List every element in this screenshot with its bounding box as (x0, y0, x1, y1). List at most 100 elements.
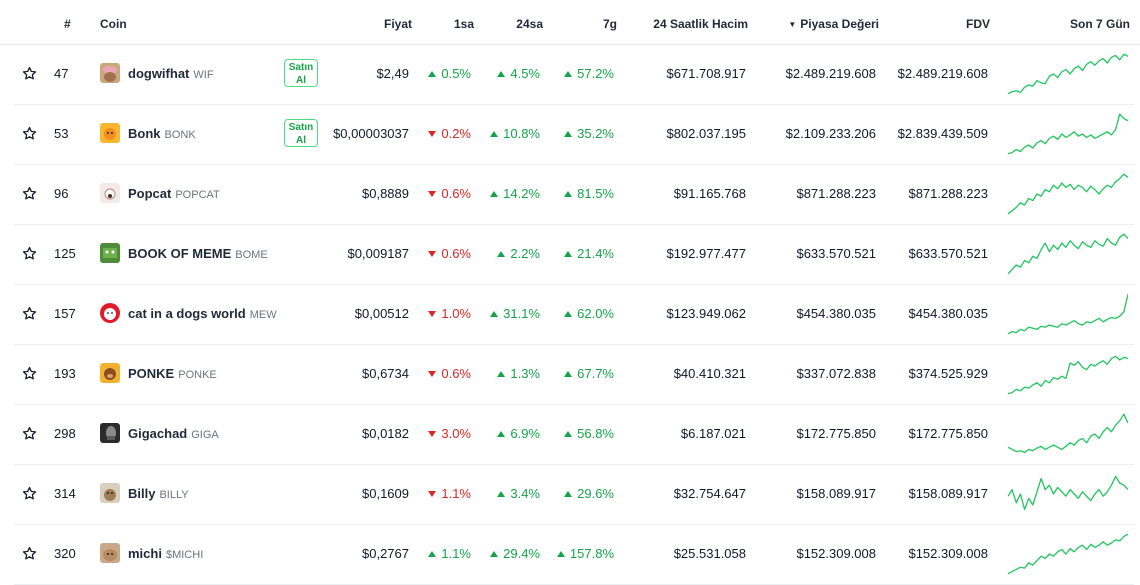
header-fdv[interactable]: FDV (966, 17, 990, 31)
table-header: # Coin Fiyat 1sa 24sa 7g 24 Saatlik Haci… (0, 0, 1140, 45)
popcat-logo-icon (100, 183, 120, 203)
header-24h[interactable]: 24sa (516, 17, 543, 31)
coin-name-link[interactable]: Gigachad GIGA (128, 404, 219, 464)
fdv-value: $374.525.929 (908, 366, 988, 381)
favorite-star-icon[interactable] (22, 224, 38, 284)
coin-name: michi (128, 546, 162, 561)
dogwifhat-logo-icon (100, 63, 120, 83)
header-market-cap[interactable]: ▼ Piyasa Değeri (788, 17, 879, 31)
change-1h: 1.1% (428, 464, 471, 524)
change-24h: 4.5% (497, 44, 540, 104)
coin-price: $0,0182 (362, 426, 409, 441)
sparkline-7d (1008, 475, 1128, 511)
coin-symbol: $MICHI (165, 549, 204, 561)
sparkline-7d (1008, 173, 1128, 215)
coin-name-link[interactable]: Billy BILLY (128, 464, 189, 524)
header-1h[interactable]: 1sa (453, 17, 474, 31)
coin-name-link[interactable]: michi $MICHI (128, 524, 203, 584)
volume-24h: $25.531.058 (673, 546, 746, 561)
buy-button[interactable]: Satın Al (284, 119, 318, 147)
ponke-logo-icon (100, 363, 120, 383)
coin-name-link[interactable]: Popcat POPCAT (128, 164, 220, 224)
coin-name: Bonk (128, 126, 161, 141)
coin-rank: 125 (54, 246, 76, 261)
favorite-star-icon[interactable] (22, 344, 38, 404)
market-cap: $871.288.223 (796, 186, 876, 201)
header-7d[interactable]: 7g (602, 17, 617, 31)
favorite-star-icon[interactable] (22, 524, 38, 584)
change-arrow-icon (564, 430, 573, 437)
sparkline-path (1008, 233, 1128, 275)
volume-24h: $32.754.647 (673, 486, 746, 501)
coin-price: $0,8889 (362, 186, 409, 201)
change-arrow-icon (564, 310, 573, 317)
coin-name-link[interactable]: BOOK OF MEME BOME (128, 224, 268, 284)
favorite-star-icon[interactable] (22, 284, 38, 344)
coin-name-link[interactable]: Bonk BONK (128, 104, 196, 164)
sparkline-7d (1008, 413, 1128, 454)
sparkline-path (1008, 533, 1128, 575)
change-7d: 21.4% (564, 224, 614, 284)
change-1h: 0.5% (428, 44, 471, 104)
coin-rank: 96 (54, 186, 69, 201)
coin-name-link[interactable]: dogwifhat WIF (128, 44, 214, 104)
change-1h: 0.6% (428, 164, 471, 224)
sparkline-path (1008, 294, 1128, 335)
fdv-value: $454.380.035 (908, 306, 988, 321)
table-row[interactable]: 47 dogwifhat WIF Satın Al $2,49 0.5% 4.5% 57.2%… (14, 44, 1134, 105)
header-last-7-days: Son 7 Gün (1070, 17, 1130, 31)
header-coin[interactable]: Coin (100, 17, 127, 31)
fdv-value: $871.288.223 (908, 186, 988, 201)
change-7d: 57.2% (564, 44, 614, 104)
bome-logo-icon (100, 243, 120, 263)
change-24h: 2.2% (497, 224, 540, 284)
change-24h: 31.1% (490, 284, 540, 344)
market-cap: $337.072.838 (796, 366, 876, 381)
coin-symbol: POPCAT (175, 189, 220, 201)
market-cap: $2.489.219.608 (785, 66, 876, 81)
change-1h: 0.2% (428, 104, 471, 164)
coin-symbol: BOME (235, 249, 268, 261)
change-1h: 1.1% (428, 524, 471, 584)
change-arrow-icon (497, 250, 506, 257)
buy-button[interactable]: Satın Al (284, 59, 318, 87)
favorite-star-icon[interactable] (22, 464, 38, 524)
market-cap: $152.309.008 (796, 546, 876, 561)
favorite-star-icon[interactable] (22, 104, 38, 164)
coin-name-link[interactable]: cat in a dogs world MEW (128, 284, 277, 344)
favorite-star-icon[interactable] (22, 404, 38, 464)
table-row[interactable]: 96 Popcat POPCAT $0,8889 0.6% 14.2% 81.5% $91.1… (14, 164, 1134, 225)
fdv-value: $2.839.439.509 (897, 126, 988, 141)
header-price[interactable]: Fiyat (383, 17, 412, 31)
table-row[interactable]: 53 Bonk BONK Satın Al $0,00003037 0.2% 10.8% 35… (14, 104, 1134, 165)
market-cap: $172.775.850 (796, 426, 876, 441)
volume-24h: $40.410.321 (673, 366, 746, 381)
table-row[interactable]: 193 PONKE PONKE $0,6734 0.6% 1.3% 67.7% $40.410… (14, 344, 1134, 405)
change-arrow-icon (497, 70, 506, 77)
gigachad-logo-icon (100, 423, 120, 443)
table-row[interactable]: 314 Billy BILLY $0,1609 1.1% 3.4% 29.6% $32.754… (14, 464, 1134, 525)
table-row[interactable]: 298 Gigachad GIGA $0,0182 3.0% 6.9% 56.8% $6.18… (14, 404, 1134, 465)
change-7d: 35.2% (564, 104, 614, 164)
header-rank[interactable]: # (64, 17, 71, 31)
header-market-cap-label: Piyasa Değeri (800, 17, 879, 31)
table-row[interactable]: 125 BOOK OF MEME BOME $0,009187 0.6% 2.2% 21.4… (14, 224, 1134, 285)
header-volume[interactable]: 24 Saatlik Hacim (653, 17, 748, 31)
market-cap: $633.570.521 (796, 246, 876, 261)
coin-symbol: GIGA (191, 429, 219, 441)
table-row[interactable]: 157 cat in a dogs world MEW $0,00512 1.0% 31.… (14, 284, 1134, 345)
sparkline-7d (1008, 233, 1128, 275)
change-arrow-icon (490, 130, 499, 137)
michi-logo-icon (100, 543, 120, 563)
change-1h: 0.6% (428, 224, 471, 284)
coin-rank: 157 (54, 306, 76, 321)
change-7d: 67.7% (564, 344, 614, 404)
change-arrow-icon (490, 310, 499, 317)
change-arrow-icon (497, 370, 506, 377)
table-row[interactable]: 320 michi $MICHI $0,2767 1.1% 29.4% 157.8% $25.… (14, 524, 1134, 585)
favorite-star-icon[interactable] (22, 164, 38, 224)
change-1h: 1.0% (428, 284, 471, 344)
favorite-star-icon[interactable] (22, 44, 38, 104)
coin-name-link[interactable]: PONKE PONKE (128, 344, 217, 404)
